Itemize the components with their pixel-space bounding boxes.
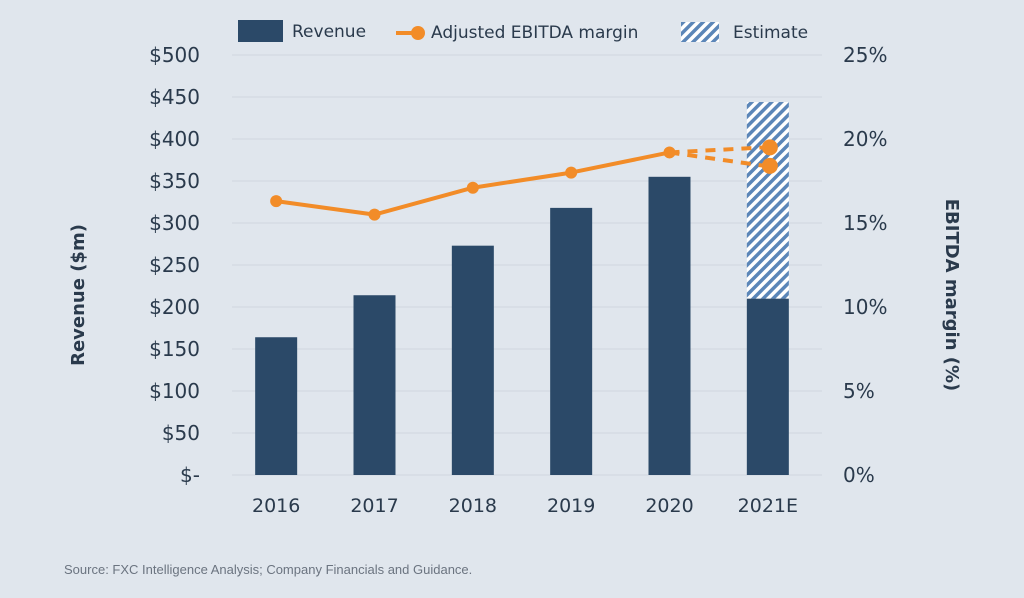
- legend-swatch-revenue: [238, 20, 283, 42]
- y-tick-label: $50: [162, 421, 200, 445]
- x-tick-label: 2017: [350, 495, 398, 517]
- y2-axis-label: EBITDA margin (%): [941, 199, 962, 392]
- revenue-bar: [255, 337, 298, 475]
- legend-swatch-ebitda-dot: [411, 26, 425, 40]
- ebitda-point: [270, 195, 283, 208]
- revenue-bar: [451, 245, 494, 475]
- legend-label-ebitda: Adjusted EBITDA margin: [431, 23, 638, 43]
- y2-tick-label: 10%: [843, 295, 887, 319]
- x-tick-label: 2021E: [738, 495, 798, 517]
- y2-tick-label: 15%: [843, 211, 887, 235]
- x-tick-label: 2018: [449, 495, 497, 517]
- x-tick-label: 2016: [252, 495, 300, 517]
- revenue-bar: [648, 176, 691, 476]
- y2-tick-label: 20%: [843, 127, 887, 151]
- y2-tick-label: 25%: [843, 43, 887, 67]
- y-tick-label: $450: [149, 85, 200, 109]
- y-tick-label: $250: [149, 253, 200, 277]
- y-tick-label: $350: [149, 169, 200, 193]
- y-tick-label: $500: [149, 43, 200, 67]
- y-tick-label: $300: [149, 211, 200, 235]
- legend-swatch-estimate: [681, 22, 719, 42]
- x-tick-label: 2020: [645, 495, 693, 517]
- ebitda-estimate-dashed-line: [669, 145, 765, 155]
- source-note: Source: FXC Intelligence Analysis; Compa…: [64, 562, 473, 577]
- y-tick-label: $200: [149, 295, 200, 319]
- ebitda-estimate-point: [761, 139, 778, 156]
- ebitda-estimate-point: [761, 157, 778, 174]
- x-tick-label: 2019: [547, 495, 595, 517]
- y-axis-label: Revenue ($m): [68, 224, 89, 366]
- ebitda-estimate-dashed-line: [669, 150, 766, 168]
- legend-label-estimate: Estimate: [733, 23, 808, 43]
- y-tick-label: $-: [180, 463, 200, 487]
- y2-tick-label: 5%: [843, 379, 875, 403]
- legend-label-revenue: Revenue: [292, 22, 366, 42]
- revenue-bar: [746, 298, 789, 475]
- y-tick-label: $150: [149, 337, 200, 361]
- revenue-bar: [550, 207, 593, 475]
- ebitda-point: [466, 181, 479, 194]
- y-tick-label: $400: [149, 127, 200, 151]
- legend: Revenue Adjusted EBITDA margin Estimate: [238, 20, 808, 43]
- ebitda-point: [565, 166, 578, 179]
- y-tick-label: $100: [149, 379, 200, 403]
- y2-tick-label: 0%: [843, 463, 875, 487]
- ebitda-point: [368, 208, 381, 221]
- revenue-bar: [353, 295, 396, 475]
- estimate-bar: [746, 102, 789, 299]
